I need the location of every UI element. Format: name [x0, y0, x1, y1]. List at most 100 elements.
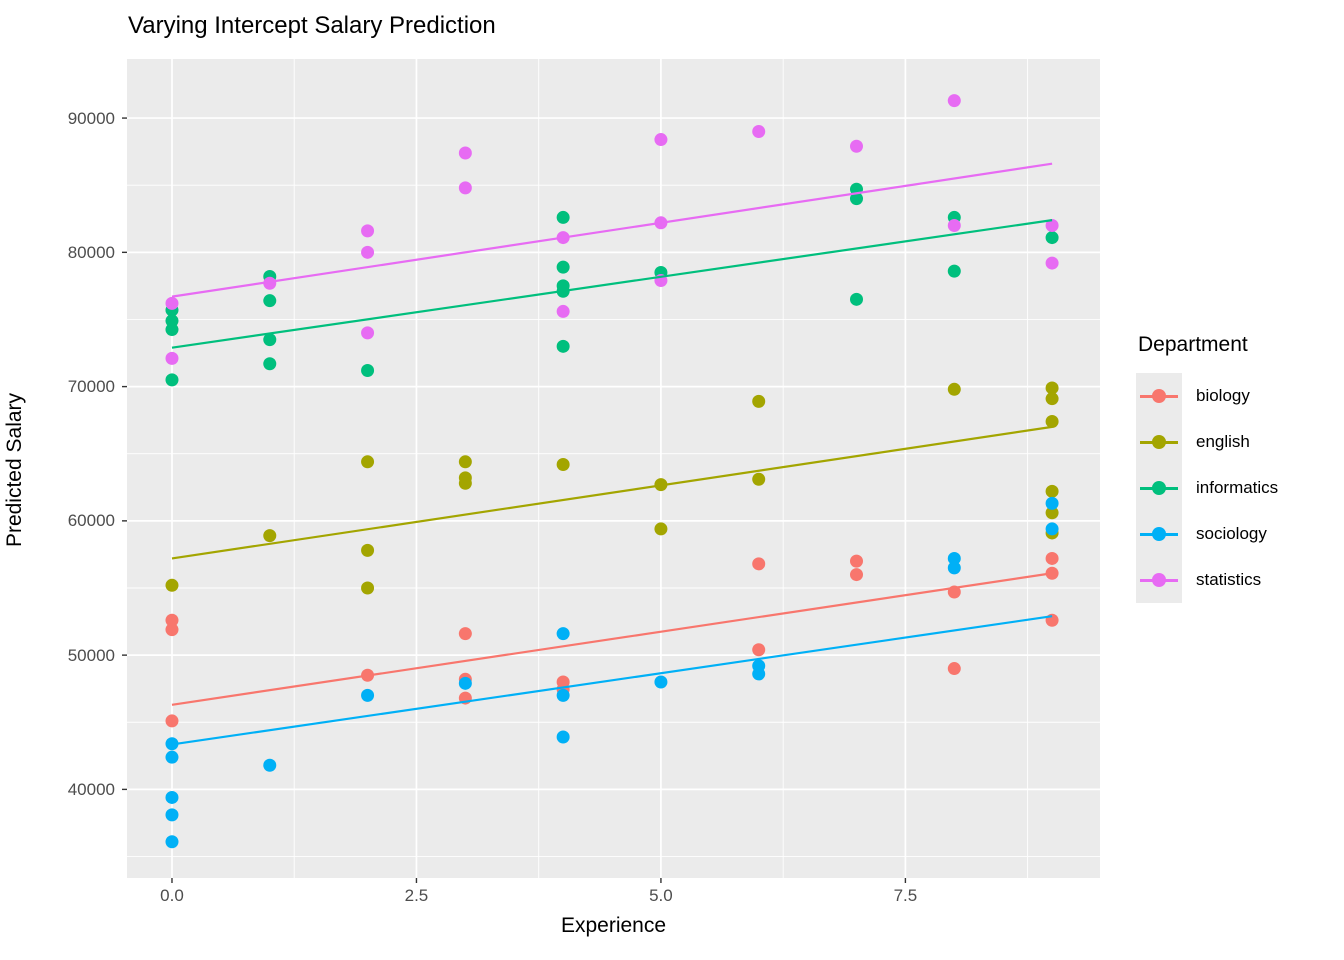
point-sociology	[556, 627, 570, 641]
point-sociology	[654, 675, 668, 689]
y-tick-label: 70000	[67, 377, 115, 397]
point-biology	[1045, 613, 1059, 627]
point-informatics	[263, 294, 277, 308]
regression-line-english	[171, 425, 1053, 560]
y-tick-label: 50000	[67, 645, 115, 665]
point-english	[1045, 381, 1059, 395]
point-sociology	[752, 667, 766, 681]
point-sociology	[556, 730, 570, 744]
point-biology	[850, 568, 864, 582]
legend-label: english	[1196, 432, 1250, 451]
point-english	[1045, 415, 1059, 429]
point-informatics	[850, 192, 864, 206]
point-sociology	[556, 688, 570, 702]
point-statistics	[947, 218, 961, 232]
legend-label: sociology	[1196, 524, 1267, 543]
point-english	[263, 529, 277, 543]
point-informatics	[556, 339, 570, 353]
x-tick-label: 0.0	[160, 886, 184, 905]
point-sociology	[947, 561, 961, 575]
y-tick-label: 90000	[67, 108, 115, 128]
regression-line-biology	[171, 572, 1053, 706]
point-informatics	[850, 292, 864, 306]
legend-dot-icon	[1152, 573, 1166, 587]
legend-dot-icon	[1152, 481, 1166, 495]
point-english	[361, 455, 375, 469]
point-sociology	[458, 676, 472, 690]
legend-item-biology: biology	[1136, 373, 1278, 419]
point-english	[361, 581, 375, 595]
plot-panel	[127, 59, 1100, 878]
regression-line-informatics	[171, 219, 1053, 349]
legend-item-english: english	[1136, 419, 1278, 465]
point-english	[556, 457, 570, 471]
legend-key-informatics	[1136, 465, 1182, 511]
point-sociology	[165, 790, 179, 804]
point-informatics	[165, 373, 179, 387]
point-statistics	[263, 276, 277, 290]
legend-key-sociology	[1136, 511, 1182, 557]
point-sociology	[1045, 522, 1059, 536]
point-english	[1045, 506, 1059, 520]
y-axis-title: Predicted Salary	[3, 392, 26, 548]
legend-key-biology	[1136, 373, 1182, 419]
legend-items: biology english informatics sociology statis…	[1136, 373, 1278, 603]
point-sociology	[165, 750, 179, 764]
point-informatics	[947, 264, 961, 278]
point-statistics	[361, 326, 375, 340]
legend-dot-icon	[1152, 527, 1166, 541]
point-biology	[458, 627, 472, 641]
legend-key-statistics	[1136, 557, 1182, 603]
point-statistics	[165, 351, 179, 365]
point-english	[361, 543, 375, 557]
point-biology	[165, 623, 179, 637]
point-informatics	[1045, 231, 1059, 245]
point-sociology	[361, 688, 375, 702]
regression-line-statistics	[171, 162, 1053, 298]
legend-item-statistics: statistics	[1136, 557, 1278, 603]
point-english	[1045, 392, 1059, 406]
y-tick-label: 80000	[67, 242, 115, 262]
point-statistics	[947, 94, 961, 108]
point-statistics	[1045, 256, 1059, 270]
x-tick-label: 7.5	[893, 886, 918, 905]
point-statistics	[361, 224, 375, 238]
regression-line-sociology	[171, 615, 1053, 746]
point-english	[752, 472, 766, 486]
point-biology	[850, 554, 864, 568]
point-biology	[165, 613, 179, 627]
point-english	[654, 522, 668, 536]
point-statistics	[458, 146, 472, 160]
point-statistics	[165, 296, 179, 310]
y-tick-label: 60000	[67, 511, 115, 531]
point-informatics	[361, 363, 375, 377]
point-statistics	[1045, 218, 1059, 232]
point-english	[947, 382, 961, 396]
chart-title: Varying Intercept Salary Prediction	[128, 12, 496, 39]
point-statistics	[752, 125, 766, 139]
point-informatics	[556, 210, 570, 224]
point-sociology	[1045, 496, 1059, 510]
legend-item-informatics: informatics	[1136, 465, 1278, 511]
point-sociology	[947, 551, 961, 565]
point-statistics	[654, 133, 668, 147]
point-statistics	[361, 245, 375, 259]
legend-label: statistics	[1196, 570, 1262, 589]
legend-label: informatics	[1196, 478, 1279, 497]
legend-label: biology	[1196, 386, 1250, 405]
point-biology	[1045, 551, 1059, 565]
point-statistics	[850, 139, 864, 153]
legend-dot-icon	[1152, 389, 1166, 403]
point-english	[458, 476, 472, 490]
x-axis-title: Experience	[560, 914, 667, 937]
x-tick-label: 2.5	[404, 886, 429, 905]
point-sociology	[165, 808, 179, 822]
point-statistics	[458, 181, 472, 195]
y-tick-label: 40000	[67, 779, 115, 799]
point-english	[165, 578, 179, 592]
point-biology	[752, 643, 766, 657]
point-biology	[752, 557, 766, 571]
point-biology	[165, 714, 179, 728]
